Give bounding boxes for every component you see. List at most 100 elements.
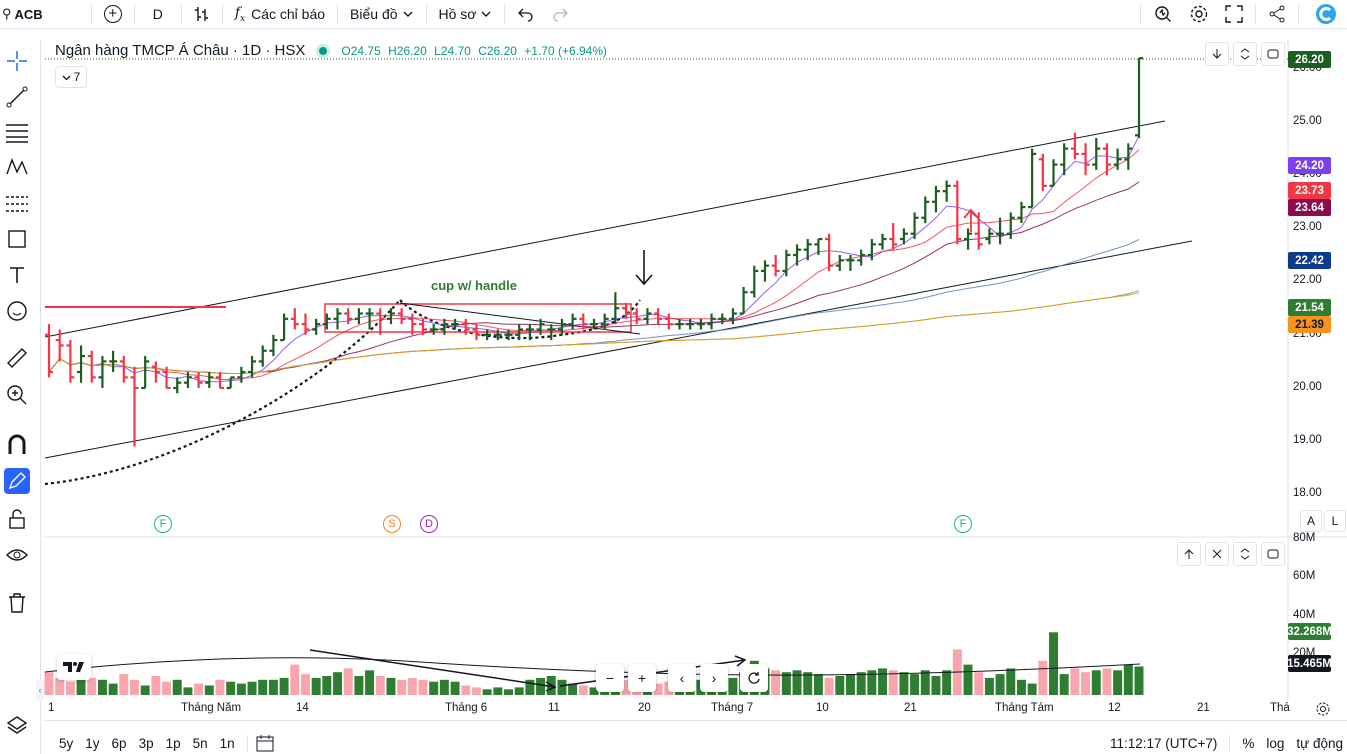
settings-button[interactable]	[1181, 0, 1217, 28]
pane-maximize-button[interactable]	[1261, 42, 1285, 66]
clock-timezone[interactable]: 11:12:17 (UTC+7)	[1109, 735, 1218, 751]
zoom-icon	[7, 385, 27, 405]
bar-style-button[interactable]	[186, 0, 218, 28]
ohlc-bar	[493, 329, 502, 341]
scroll-right-button[interactable]: ›	[700, 664, 728, 692]
redo-button[interactable]	[543, 0, 577, 28]
emoji-tool[interactable]	[4, 298, 30, 324]
add-symbol-button[interactable]: +	[96, 0, 130, 28]
ohlc-bar	[322, 313, 331, 330]
symbol-title[interactable]: Ngân hàng TMCP Á Châu · 1D · HSX	[55, 42, 306, 59]
indicators-button[interactable]: fx Các chỉ báo	[227, 0, 333, 28]
chart-menu-button[interactable]: Biểu đồ	[342, 0, 421, 28]
pattern-tool[interactable]	[4, 154, 30, 180]
range-1m[interactable]: 1p	[165, 735, 181, 751]
volume-pane-collapse-button[interactable]	[1233, 542, 1257, 566]
ohlc-bar	[419, 318, 428, 335]
time-tick: Tháng 6	[445, 702, 488, 714]
volume-bar	[1016, 679, 1026, 695]
brand-logo[interactable]	[1303, 0, 1347, 28]
zoom-in-button[interactable]: +	[628, 664, 656, 692]
lock-tool[interactable]	[4, 506, 30, 532]
ohlc-bar	[632, 308, 641, 325]
range-3m[interactable]: 3p	[138, 735, 154, 751]
interval-button[interactable]: D	[152, 6, 163, 22]
time-axis-settings-button[interactable]	[1314, 700, 1332, 718]
range-5y[interactable]: 5y	[59, 735, 74, 751]
visibility-tool[interactable]	[4, 542, 30, 568]
drawing-mode-tool[interactable]	[4, 468, 30, 494]
crosshair-tool[interactable]	[4, 48, 30, 74]
text-tool[interactable]	[4, 262, 30, 288]
auto-scale-toggle[interactable]: tự động	[1296, 735, 1343, 751]
auto-scale-button[interactable]: A	[1300, 510, 1322, 532]
zoom-tool[interactable]	[4, 382, 30, 408]
volume-pane-maximize-button[interactable]	[1261, 542, 1285, 566]
volume-bar	[771, 670, 781, 695]
goto-date-button[interactable]	[256, 734, 276, 752]
chart-legend: Ngân hàng TMCP Á Châu · 1D · HSX O24.75 …	[55, 42, 611, 59]
scroll-left-button[interactable]: ‹	[668, 664, 696, 692]
event-marker-financials[interactable]: F	[954, 515, 972, 533]
percent-scale-toggle[interactable]: %	[1242, 735, 1255, 751]
tradingview-logo[interactable]	[57, 654, 91, 680]
pane-collapse-button[interactable]	[1233, 42, 1257, 66]
ohlc-bar	[654, 308, 663, 325]
range-1d[interactable]: 1n	[219, 735, 235, 751]
ohlc-bar	[771, 255, 780, 277]
shapes-tool[interactable]	[4, 226, 30, 252]
remove-drawings-tool[interactable]	[4, 590, 30, 616]
calendar-icon	[256, 735, 274, 752]
range-6m[interactable]: 6p	[111, 735, 127, 751]
zoom-out-button[interactable]: −	[596, 664, 624, 692]
volume-bar	[888, 670, 898, 695]
volume-bar	[140, 685, 150, 695]
divider	[1255, 4, 1256, 24]
divider	[180, 4, 182, 24]
moving-average-line	[48, 238, 1140, 375]
ohlc-bar	[333, 308, 342, 330]
ruler-tool[interactable]	[4, 345, 30, 371]
quick-search-button[interactable]	[1145, 0, 1181, 28]
ohlc-bar	[290, 308, 299, 330]
range-1y[interactable]: 1y	[85, 735, 100, 751]
ohlc-bar	[1113, 148, 1122, 170]
event-marker-financials[interactable]: F	[154, 515, 172, 533]
reset-chart-button[interactable]	[740, 664, 768, 692]
profile-menu-button[interactable]: Hồ sơ	[431, 0, 501, 28]
pane-move-down-button[interactable]	[1205, 42, 1229, 66]
channel-upper-line	[44, 120, 1166, 338]
volume-bar	[1091, 670, 1101, 695]
log-scale-button[interactable]: L	[1324, 510, 1346, 532]
volume-pane-up-button[interactable]	[1177, 542, 1201, 566]
object-tree-tool[interactable]	[4, 712, 30, 738]
time-scale-scroll-handle[interactable]: ‹	[36, 680, 44, 700]
symbol-search[interactable]: ⚲ ACB	[0, 0, 51, 28]
log-scale-toggle[interactable]: log	[1266, 735, 1285, 751]
ohlc-bar	[878, 233, 887, 250]
magnet-tool[interactable]	[4, 432, 30, 458]
share-button[interactable]	[1260, 0, 1294, 28]
volume-bar	[835, 676, 845, 695]
ohlc-bar	[55, 329, 64, 362]
divider	[221, 4, 223, 24]
volume-bar	[728, 677, 738, 695]
undo-button[interactable]	[509, 0, 543, 28]
event-marker-split[interactable]: S	[383, 515, 401, 533]
volume-bar	[878, 668, 888, 695]
forecast-tool[interactable]	[4, 190, 30, 216]
fullscreen-button[interactable]	[1217, 0, 1251, 28]
trendline-tool[interactable]	[4, 84, 30, 110]
fib-tool[interactable]	[4, 119, 30, 145]
volume-bar	[354, 676, 364, 695]
indicators-collapse-button[interactable]: 7	[55, 66, 87, 88]
volume-pane-close-button[interactable]	[1205, 542, 1229, 566]
time-tick: Thá	[1270, 702, 1290, 714]
event-marker-dividend[interactable]: D	[420, 515, 438, 533]
volume-bar	[1038, 660, 1048, 695]
range-5d[interactable]: 5n	[192, 735, 208, 751]
handle-box	[324, 303, 632, 333]
ma-price-label: 22.42	[1288, 252, 1331, 269]
chevron-down-icon	[62, 75, 71, 80]
